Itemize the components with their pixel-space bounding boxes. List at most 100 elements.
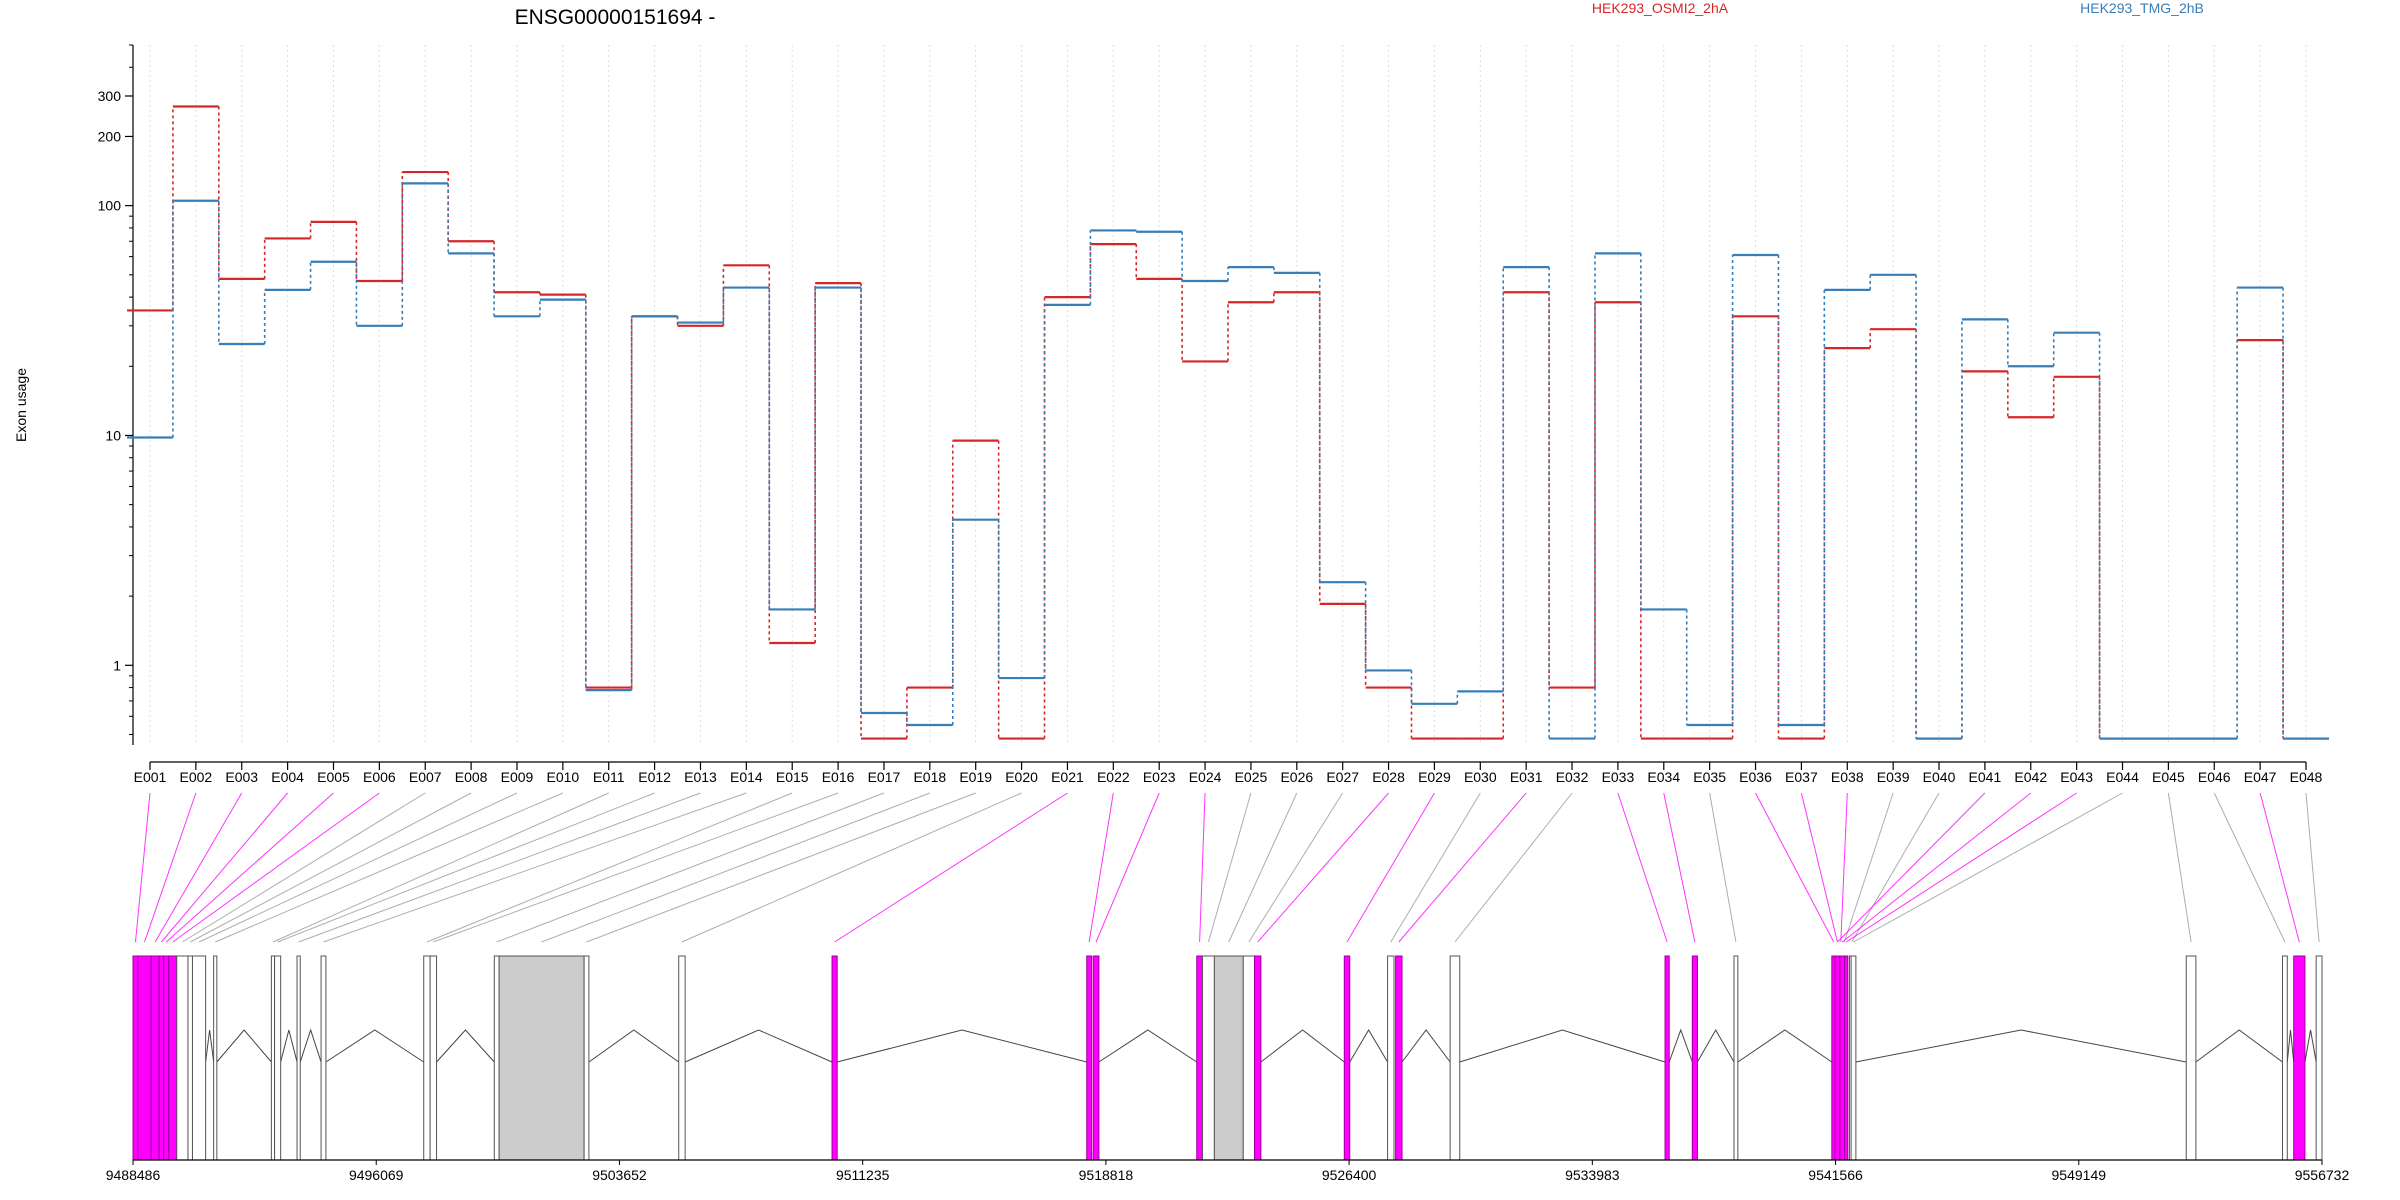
- exon-box: [2315, 955, 2323, 1161]
- exon-connector: [586, 792, 976, 943]
- series-lines: [127, 105, 2329, 740]
- intron: [1668, 1028, 1693, 1063]
- exon-connector: [2305, 792, 2320, 943]
- exon-connector: [433, 792, 839, 943]
- exon-connector: [1088, 792, 1114, 943]
- exon-connector: [2167, 792, 2192, 943]
- x-tick-label: E046: [2198, 769, 2231, 785]
- exon-connector: [541, 792, 931, 943]
- exon-connector: [1853, 792, 2123, 943]
- exon-connector: [1228, 792, 1298, 943]
- exon-connector: [1709, 792, 1737, 943]
- x-tick-label: E008: [455, 769, 488, 785]
- x-tick-label: E036: [1739, 769, 1772, 785]
- intron: [205, 1029, 215, 1063]
- exon-connector: [1663, 792, 1696, 943]
- exon-box: [1733, 955, 1739, 1161]
- exon-connector: [1390, 792, 1481, 943]
- exon-box: [296, 955, 301, 1161]
- intron: [1459, 1029, 1666, 1063]
- series-2: [127, 182, 2329, 740]
- exon-connector: [1346, 792, 1435, 943]
- exon-box: [1253, 955, 1262, 1161]
- exon-connector: [277, 792, 655, 943]
- x-tick-label: E021: [1051, 769, 1084, 785]
- exon-connector: [134, 792, 151, 943]
- x-tick-label: E028: [1372, 769, 1405, 785]
- exon-box: [1213, 955, 1244, 1161]
- x-tick-label: E038: [1831, 769, 1864, 785]
- x-tick-label: E041: [1969, 769, 2002, 785]
- intron: [837, 1029, 1087, 1063]
- x-tick-label: E031: [1510, 769, 1543, 785]
- x-tick-label: E007: [409, 769, 442, 785]
- exon-box: [1834, 955, 1841, 1161]
- exon-box: [274, 955, 282, 1161]
- exon-connector: [1398, 792, 1527, 943]
- exon-box: [158, 955, 165, 1161]
- x-tick-label: E017: [868, 769, 901, 785]
- intron: [280, 1029, 298, 1063]
- exon-connector: [1207, 792, 1252, 943]
- exon-box: [320, 955, 327, 1161]
- x-tick-label: E024: [1189, 769, 1222, 785]
- y-tick-label: 10: [105, 427, 121, 443]
- exon-box: [583, 955, 590, 1161]
- exon-connector: [1248, 792, 1344, 943]
- intron: [299, 1028, 322, 1063]
- exon-connector: [189, 792, 472, 943]
- coord-tick-label: 9511235: [836, 1167, 890, 1183]
- y-axis: 1 10 100 200 300: [98, 44, 134, 745]
- intron: [1737, 1029, 1833, 1063]
- x-tick-label: E048: [2290, 769, 2323, 785]
- exon-box: [2293, 955, 2306, 1161]
- exon-connector: [198, 792, 518, 943]
- coord-tick-label: 9556732: [2295, 1167, 2350, 1183]
- y-tick-label: 300: [98, 88, 122, 104]
- x-tick-label: E025: [1235, 769, 1268, 785]
- x-tick-label: E004: [271, 769, 304, 785]
- x-tick-label: E020: [1005, 769, 1038, 785]
- exon-connector: [323, 792, 747, 943]
- exon-connector: [681, 792, 1022, 943]
- exon-box: [1449, 955, 1461, 1161]
- intron: [1260, 1029, 1345, 1063]
- exon-box: [187, 955, 193, 1161]
- x-tick-label: E023: [1143, 769, 1176, 785]
- y-axis-label: Exon usage: [13, 368, 29, 442]
- exon-connector: [1755, 792, 1835, 943]
- exon-box: [191, 955, 207, 1161]
- genomic-coordinate-axis: 9488486 9496069 9503652 9511235 9518818 95264…: [106, 1159, 2350, 1183]
- x-tick-label: E010: [546, 769, 579, 785]
- exon-box: [1839, 955, 1846, 1161]
- coord-tick-label: 9503652: [592, 1167, 647, 1183]
- coord-tick-label: 9518818: [1079, 1167, 1134, 1183]
- exon-connector: [1617, 792, 1668, 943]
- x-tick-label: E035: [1693, 769, 1726, 785]
- coord-tick-label: 9488486: [106, 1167, 161, 1183]
- x-tick-label: E044: [2106, 769, 2139, 785]
- exon-box: [168, 955, 178, 1161]
- exon-connector: [298, 792, 701, 943]
- intron: [2286, 1029, 2295, 1063]
- exon-connector: [1199, 792, 1206, 943]
- exon-connector: [172, 792, 380, 943]
- exon-connector: [165, 792, 334, 943]
- x-tick-label: E029: [1418, 769, 1451, 785]
- x-tick-label: E039: [1877, 769, 1910, 785]
- exon-box: [678, 955, 686, 1161]
- intron: [1098, 1029, 1198, 1063]
- exon-connector: [1837, 792, 1986, 943]
- x-tick-label: E013: [684, 769, 717, 785]
- exon-box: [831, 955, 838, 1161]
- exon-box: [1196, 955, 1204, 1161]
- x-tick-label: E018: [913, 769, 946, 785]
- x-tick-label: E019: [959, 769, 992, 785]
- intron: [325, 1029, 425, 1063]
- exon-box: [493, 955, 500, 1161]
- exon-connector: [144, 792, 197, 943]
- exon-connector: [1843, 792, 1894, 943]
- x-tick-label: E005: [317, 769, 350, 785]
- exon-box: [423, 955, 431, 1161]
